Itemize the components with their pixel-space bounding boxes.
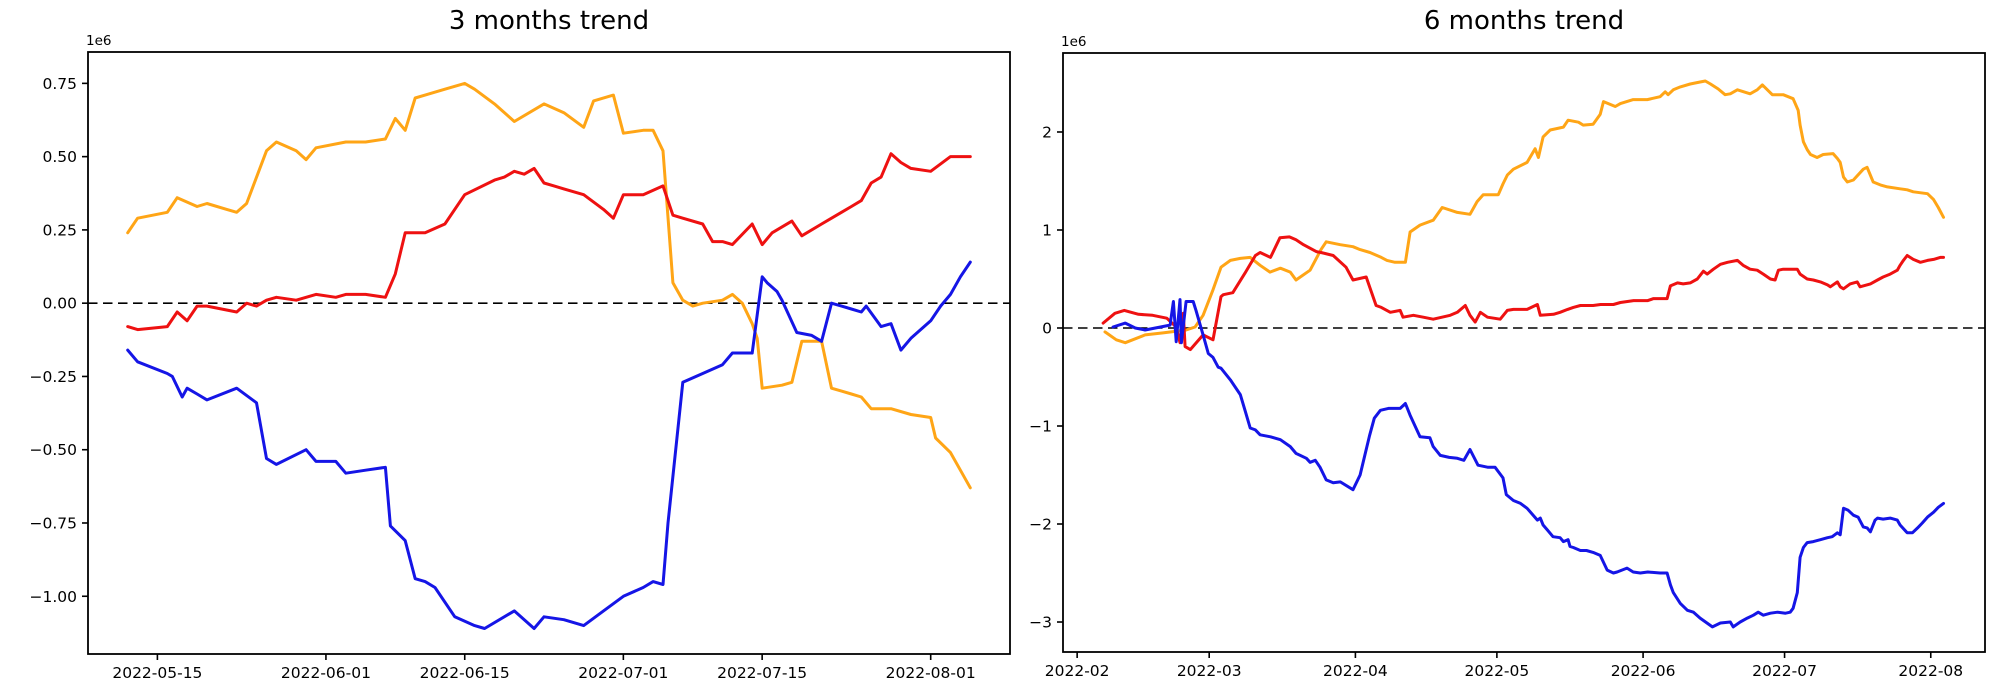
y-tick-label: 0.00 xyxy=(42,295,77,313)
x-tick-label: 2022-08 xyxy=(1898,662,1963,680)
x-tick-label: 2022-08-01 xyxy=(886,664,976,682)
axes-frame xyxy=(87,51,1011,655)
series-orange-line xyxy=(1103,79,1945,345)
axes-frame xyxy=(1062,52,1986,653)
y-tick-label: −2 xyxy=(1029,516,1052,534)
x-tick-label: 2022-03 xyxy=(1177,662,1242,680)
y-axis-offset-label-left: 1e6 xyxy=(86,33,112,49)
x-tick-label: 2022-06-01 xyxy=(281,664,371,682)
x-tick-label: 2022-07-01 xyxy=(578,664,668,682)
series-blue-line xyxy=(126,260,972,630)
series-blue-line xyxy=(1111,298,1945,629)
x-tick-label: 2022-04 xyxy=(1323,662,1388,680)
y-tick-label: −1.00 xyxy=(30,588,78,606)
y-tick-label: −1 xyxy=(1029,418,1052,436)
x-tick-label: 2022-02 xyxy=(1045,662,1110,680)
y-tick-label: 0 xyxy=(1042,319,1052,337)
y-tick-label: −3 xyxy=(1029,614,1052,632)
chart-title-6-months: 6 months trend xyxy=(1423,6,1625,36)
x-tick-label: 2022-07-15 xyxy=(717,664,807,682)
y-tick-label: 0.25 xyxy=(42,221,77,239)
x-tick-label: 2022-05 xyxy=(1464,662,1529,680)
y-tick-label: 2 xyxy=(1042,123,1052,141)
x-tick-label: 2022-06-15 xyxy=(420,664,510,682)
y-tick-label: −0.75 xyxy=(30,514,78,532)
y-tick-label: −0.50 xyxy=(30,441,78,459)
series-red-line xyxy=(1101,235,1945,352)
series-orange-line xyxy=(126,81,972,490)
x-tick-label: 2022-06 xyxy=(1611,662,1676,680)
x-tick-label: 2022-07 xyxy=(1752,662,1817,680)
y-tick-label: 0.50 xyxy=(42,148,77,166)
y-tick-label: 1 xyxy=(1042,221,1052,239)
y-axis-offset-label-right: 1e6 xyxy=(1061,34,1087,50)
series-red-line xyxy=(126,152,972,332)
x-tick-label: 2022-05-15 xyxy=(112,664,202,682)
chart-title-3-months: 3 months trend xyxy=(448,6,650,36)
y-tick-label: 0.75 xyxy=(42,75,77,93)
y-tick-label: −0.25 xyxy=(30,368,78,386)
